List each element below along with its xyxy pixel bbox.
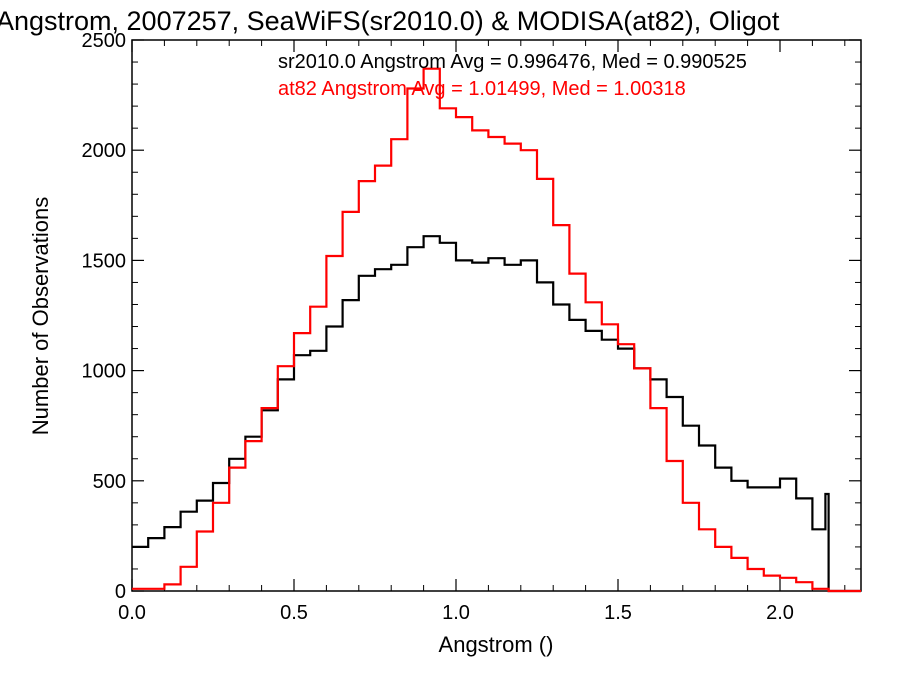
x-tick-label: 0.5 — [280, 602, 308, 624]
red-series-stats-annotation: at82 Angstrom Avg = 1.01499, Med = 1.003… — [278, 78, 686, 100]
black-series-stats-annotation: sr2010.0 Angstrom Avg = 0.996476, Med = … — [278, 51, 747, 73]
x-tick-label: 2.0 — [766, 602, 794, 624]
y-tick-label: 1000 — [82, 361, 127, 383]
y-tick-label: 2000 — [82, 140, 127, 162]
plot-frame — [131, 39, 862, 592]
y-tick-label: 2500 — [82, 30, 127, 52]
x-tick-label: 1.0 — [442, 602, 470, 624]
x-axis-label: Angstrom () — [439, 632, 554, 657]
x-tick-label: 1.5 — [604, 602, 632, 624]
y-tick-label: 500 — [93, 471, 126, 493]
at82-histogram-line — [132, 67, 861, 593]
y-tick-label: 0 — [115, 581, 126, 603]
chart-title: Angstrom, 2007257, SeaWiFS(sr2010.0) & M… — [0, 6, 780, 36]
sr2010-histogram-line — [132, 235, 861, 593]
y-axis-label: Number of Observations — [28, 197, 53, 435]
plot-area: 0.0 0.5 1.0 1.5 2.0 0 500 1000 1500 2000 2500 — [82, 30, 862, 624]
y-tick-label: 1500 — [82, 250, 127, 272]
x-tick-label: 0.0 — [118, 602, 146, 624]
